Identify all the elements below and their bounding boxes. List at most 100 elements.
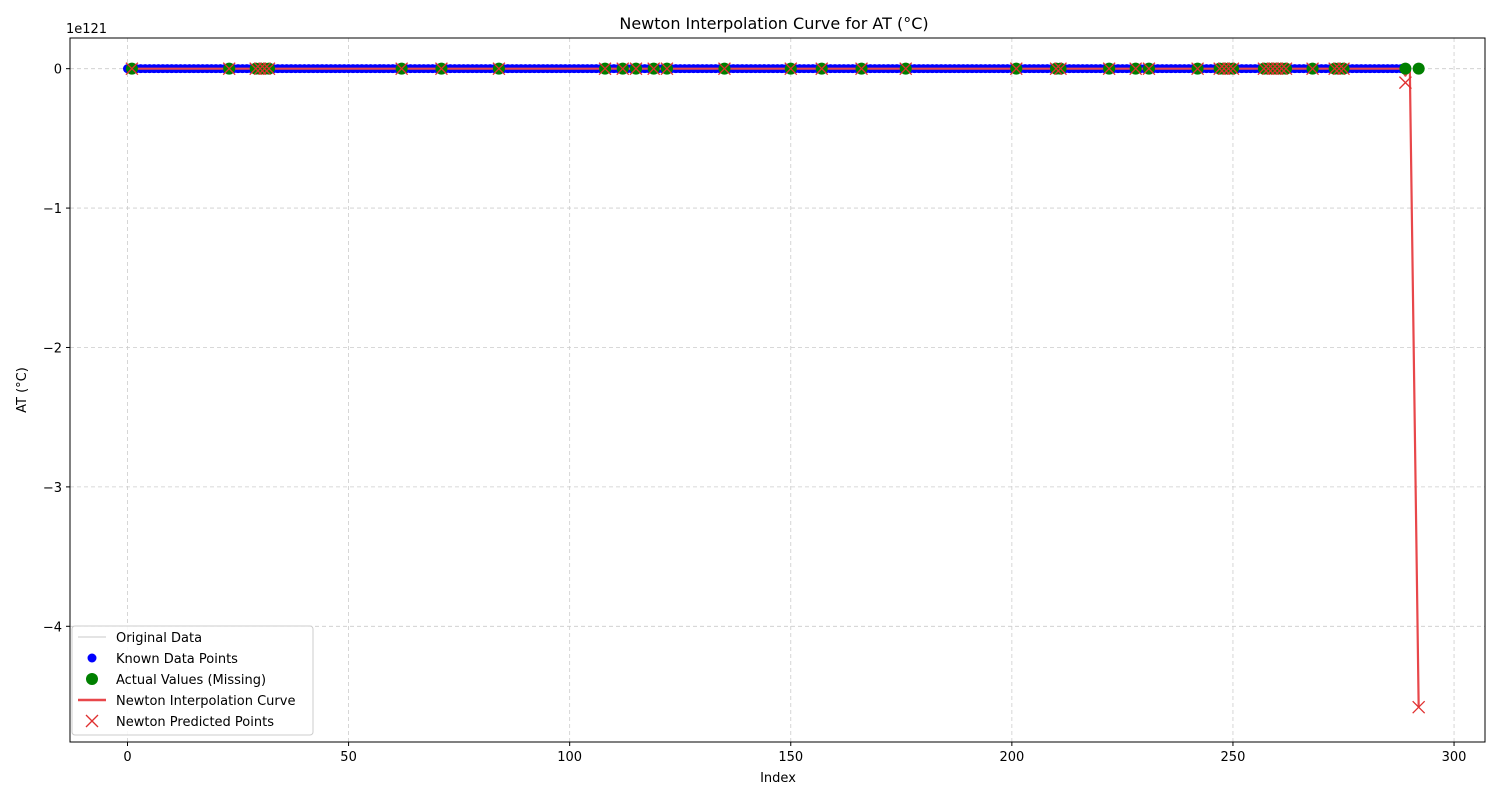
y-offset-text: 1e121	[66, 22, 107, 37]
marker-stroke	[1275, 62, 1289, 76]
actual-value-point	[1412, 62, 1425, 75]
marker-stroke	[1049, 62, 1063, 76]
marker-stroke	[434, 62, 448, 76]
chart-title: Newton Interpolation Curve for AT (°C)	[619, 14, 928, 33]
marker-stroke	[1332, 62, 1346, 76]
marker-stroke	[1398, 76, 1412, 90]
x-tick-label: 150	[778, 750, 803, 765]
marker-stroke	[1009, 62, 1023, 76]
newton-predicted-points	[125, 62, 1426, 714]
marker-stroke	[815, 62, 829, 76]
newton-predicted-point	[717, 62, 731, 76]
marker-stroke	[717, 62, 731, 76]
newton-predicted-point	[1337, 62, 1350, 76]
marker-stroke	[1222, 62, 1235, 76]
newton-predicted-point	[492, 62, 506, 76]
y-tick-label: −3	[43, 481, 62, 496]
x-tick-label: 50	[340, 750, 357, 765]
marker-stroke	[616, 62, 630, 76]
x-tick-label: 100	[557, 750, 582, 765]
marker-stroke	[629, 62, 643, 76]
y-tick-label: 0	[54, 63, 62, 78]
legend-known-label: Known Data Points	[116, 652, 238, 667]
marker-stroke	[855, 62, 868, 76]
newton-predicted-point	[1279, 62, 1293, 76]
newton-predicted-point	[1275, 62, 1289, 76]
x-tick-label: 200	[999, 750, 1024, 765]
marker-stroke	[258, 62, 272, 76]
legend-newton-points-swatch	[85, 714, 99, 728]
newton-predicted-point	[1412, 700, 1426, 714]
newton-predicted-point	[647, 62, 661, 76]
newton-predicted-point	[434, 62, 448, 76]
newton-predicted-point	[598, 62, 612, 76]
legend-newton-points-label: Newton Predicted Points	[116, 715, 274, 730]
newton-predicted-point	[1009, 62, 1023, 76]
y-tick-label: −1	[43, 202, 62, 217]
marker-stroke	[660, 62, 674, 76]
legend: Original Data Known Data Points Actual V…	[71, 625, 314, 736]
legend-known-swatch	[87, 653, 97, 663]
newton-predicted-point	[1222, 62, 1235, 76]
newton-predicted-point	[1049, 62, 1063, 76]
newton-predicted-point	[855, 62, 868, 76]
newton-predicted-point	[1306, 62, 1320, 76]
newton-predicted-point	[1142, 62, 1156, 76]
newton-predicted-point	[1332, 62, 1346, 76]
legend-actual-swatch	[86, 673, 98, 685]
newton-predicted-point	[815, 62, 829, 76]
newton-predicted-point	[1191, 62, 1205, 76]
tick-layer: 0 50 100 150 200 250 300 0 −1 −2 −3 −4	[43, 63, 1467, 765]
axes-frame	[69, 37, 1486, 743]
marker-stroke	[1102, 62, 1116, 76]
newton-predicted-point	[616, 62, 630, 76]
newton-predicted-point	[660, 62, 674, 76]
marker-stroke	[1337, 62, 1350, 76]
marker-stroke	[125, 62, 139, 76]
marker-stroke	[1279, 62, 1293, 76]
newton-interpolation-curve	[127, 67, 1420, 708]
newton-predicted-point	[262, 62, 276, 76]
marker-stroke	[395, 62, 409, 76]
marker-stroke	[899, 62, 913, 76]
newton-predicted-point	[1398, 76, 1412, 90]
marker-stroke	[222, 62, 236, 76]
marker-stroke	[1142, 62, 1156, 76]
marker-stroke	[1412, 700, 1426, 714]
x-tick-label: 300	[1442, 750, 1467, 765]
newton-predicted-point	[629, 62, 643, 76]
actual-value-point	[1399, 62, 1412, 75]
newton-predicted-point	[1102, 62, 1116, 76]
marker-stroke	[784, 62, 798, 76]
newton-predicted-point	[1129, 62, 1143, 76]
newton-predicted-point	[784, 62, 798, 76]
marker-stroke	[1226, 62, 1240, 76]
marker-stroke	[1306, 62, 1320, 76]
y-tick-label: −2	[43, 341, 62, 356]
newton-predicted-point	[125, 62, 139, 76]
legend-box	[71, 625, 314, 736]
newton-predicted-point	[1054, 62, 1067, 76]
x-tick-label: 0	[123, 750, 131, 765]
x-axis-label: Index	[760, 771, 796, 786]
legend-original-label: Original Data	[116, 631, 202, 646]
marker-stroke	[262, 62, 276, 76]
newton-predicted-point	[395, 62, 409, 76]
marker-stroke	[1129, 62, 1143, 76]
marker-stroke	[647, 62, 661, 76]
newton-predicted-point	[222, 62, 236, 76]
marker-stroke	[492, 62, 506, 76]
marker-stroke	[1191, 62, 1205, 76]
newton-predicted-point	[258, 62, 272, 76]
legend-actual-label: Actual Values (Missing)	[116, 673, 266, 688]
legend-newton-curve-label: Newton Interpolation Curve	[116, 694, 295, 709]
newton-predicted-point	[899, 62, 913, 76]
marker-stroke	[598, 62, 612, 76]
newton-predicted-point	[1226, 62, 1240, 76]
y-axis-label: AT (°C)	[15, 367, 30, 413]
x-tick-label: 250	[1221, 750, 1246, 765]
y-tick-label: −4	[43, 620, 62, 635]
marker-stroke	[1054, 62, 1067, 76]
